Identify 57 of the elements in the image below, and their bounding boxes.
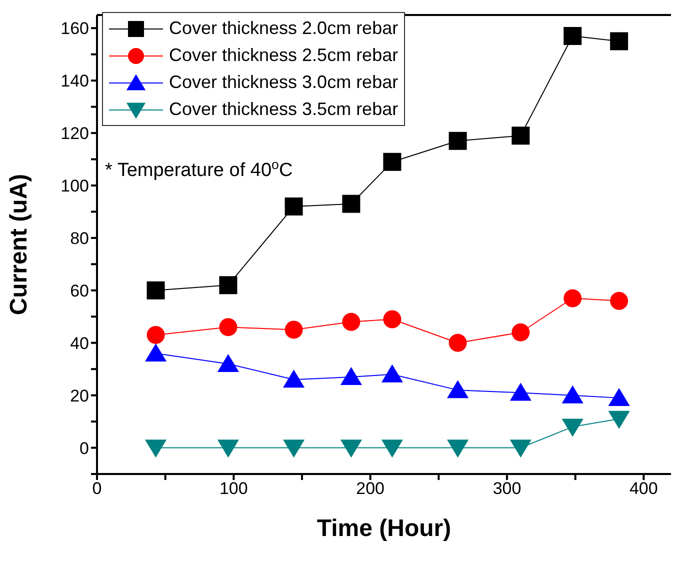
y-tick-label: 20: [70, 386, 89, 406]
x-axis-title: Time (Hour): [316, 515, 452, 542]
point: [562, 418, 584, 437]
y-tick-label: 100: [60, 176, 89, 196]
point: [146, 281, 165, 300]
point: [383, 310, 402, 328]
y-tick-label: 40: [70, 334, 89, 353]
point: [608, 410, 630, 429]
point: [564, 26, 582, 45]
point: [510, 382, 532, 401]
y-tick-label: 80: [70, 228, 89, 248]
y-tick-label: 120: [60, 124, 89, 144]
annotation: * Temperature of 40$^{o}$C: [105, 156, 293, 181]
point: [283, 440, 305, 458]
point: [284, 197, 303, 216]
point: [217, 440, 239, 458]
point: [340, 440, 362, 458]
legend-label: Cover thickness 2.0cm rebar: [169, 18, 398, 39]
y-tick-label: 140: [60, 72, 89, 91]
y-axis-title: Current (uA): [6, 174, 33, 316]
point: [340, 367, 362, 386]
legend-label: Cover thickness 2.5cm rebar: [169, 45, 398, 66]
point: [512, 126, 530, 145]
x-tick-label: 400: [629, 479, 658, 498]
legend-label: Cover thickness 3.0cm rebar: [169, 72, 398, 93]
y-tick-label: 0: [80, 438, 89, 458]
point: [219, 318, 238, 336]
point: [610, 32, 628, 50]
x-tick-label: 200: [356, 479, 385, 498]
point: [564, 289, 582, 308]
point: [608, 388, 630, 406]
point: [512, 323, 530, 342]
point: [217, 354, 239, 372]
point: [610, 292, 628, 310]
point: [144, 343, 167, 362]
point: [448, 132, 467, 150]
x-tick-label: 0: [92, 479, 102, 498]
point: [510, 440, 532, 458]
point: [342, 312, 360, 331]
point: [219, 276, 238, 294]
point: [146, 326, 165, 344]
point: [381, 440, 403, 458]
point: [283, 370, 305, 388]
x-tick-label: 100: [219, 479, 248, 498]
x-tick-label: 300: [492, 479, 522, 498]
point: [447, 440, 469, 458]
point: [144, 440, 167, 458]
point: [383, 152, 402, 171]
point: [342, 194, 360, 213]
point: [381, 364, 403, 382]
point: [284, 320, 303, 339]
y-tick-label: 60: [70, 281, 89, 300]
legend-label: Cover thickness 3.5cm rebar: [169, 99, 398, 120]
point: [562, 385, 584, 404]
y-tick-label: 160: [60, 19, 89, 38]
point: [447, 380, 469, 398]
point: [448, 334, 467, 352]
